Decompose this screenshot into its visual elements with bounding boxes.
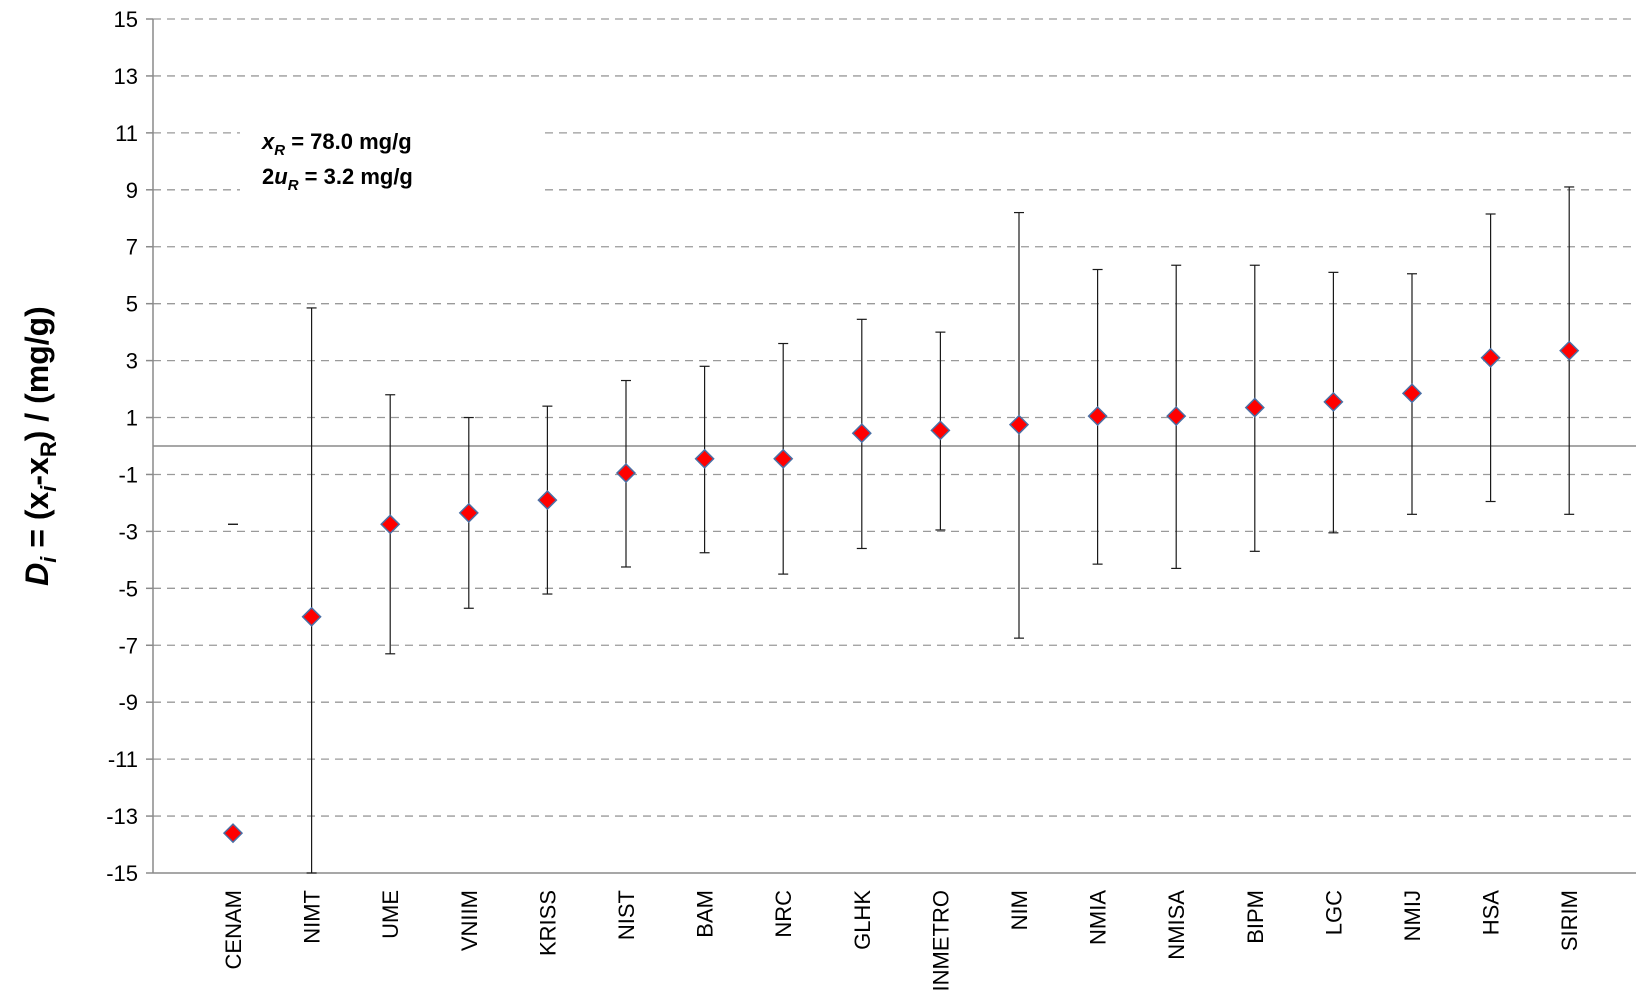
y-tick-label: 11 xyxy=(115,121,138,146)
x-tick-label: LGC xyxy=(1321,890,1346,935)
x-tick-label: BIPM xyxy=(1243,890,1268,944)
annotation-xr: xR = 78.0 mg/g xyxy=(261,129,412,159)
data-point xyxy=(458,502,479,523)
y-tick-label: -5 xyxy=(118,576,138,601)
x-tick-label: NMISA xyxy=(1164,890,1189,960)
data-point xyxy=(1559,340,1580,361)
axis-layer xyxy=(152,19,1636,874)
x-tick-label: GLHK xyxy=(850,890,875,950)
y-tick-label: -9 xyxy=(118,690,138,715)
data-point xyxy=(301,606,322,627)
data-point xyxy=(1166,406,1187,427)
data-point xyxy=(1244,397,1265,418)
x-tick-label: NRC xyxy=(771,890,796,938)
annotation-background xyxy=(240,115,540,195)
y-tick-label: 5 xyxy=(126,292,138,317)
y-tick-label: -15 xyxy=(106,861,138,886)
x-tick-label: VNIIM xyxy=(457,890,482,951)
x-tick-label: KRISS xyxy=(535,890,560,956)
y-tick-label: 15 xyxy=(114,7,138,32)
data-point xyxy=(222,823,244,844)
ylabel-rest: ) / (mg/g) xyxy=(19,306,55,441)
y-tick-label: -3 xyxy=(118,519,138,544)
ytick-layer: 15 13 11 9 7 5 3 1 -1 -3 -5 -7 -9 -11 -13 -15 xyxy=(106,7,153,886)
x-tick-label: NIM xyxy=(1007,890,1032,930)
x-tick-label: NIST xyxy=(614,890,639,940)
y-tick-label: 13 xyxy=(114,64,138,89)
grid-layer xyxy=(153,18,1636,817)
annotation-ur-text: = 3.2 mg/g xyxy=(299,164,413,189)
data-point xyxy=(537,490,558,511)
x-tick-label: INMETRO xyxy=(928,890,953,991)
xtick-layer: CENAM NIMT UME VNIIM KRISS NIST BAM NRC GLHK INME… xyxy=(221,890,1582,992)
y-tick-label: 1 xyxy=(126,406,138,431)
y-tick-label: 3 xyxy=(126,349,138,374)
x-tick-label: CENAM xyxy=(221,890,246,969)
data-point xyxy=(1008,414,1030,435)
y-axis-label: Di = (xi-xR) / (mg/g) xyxy=(19,306,61,586)
y-tick-label: -11 xyxy=(108,747,138,772)
annotation-ur: 2uR = 3.2 mg/g xyxy=(262,164,413,194)
x-tick-label: NMIJ xyxy=(1400,890,1425,941)
annotation-ur-sub: R xyxy=(288,177,299,194)
data-point xyxy=(1401,383,1423,404)
y-tick-label: 9 xyxy=(126,178,138,203)
data-point xyxy=(1480,347,1501,368)
ylabel-d-sub: i xyxy=(36,556,61,563)
x-tick-label: HSA xyxy=(1479,890,1504,936)
x-tick-label: NIMT xyxy=(300,890,325,944)
ylabel-xr-sub: R xyxy=(36,441,61,457)
y-tick-label: -13 xyxy=(106,804,138,829)
y-tick-label: 7 xyxy=(126,235,138,260)
y-tick-label: -7 xyxy=(118,633,138,658)
data-point xyxy=(930,420,951,441)
ylabel-xi-sub: i xyxy=(36,485,61,492)
x-tick-label: SIRIM xyxy=(1557,890,1582,951)
marker-layer xyxy=(222,340,1580,844)
data-point xyxy=(694,448,715,469)
data-point xyxy=(1087,406,1108,427)
annotation-xr-sub: R xyxy=(274,142,285,159)
y-tick-label: -1 xyxy=(118,462,138,487)
annotation-xr-text: = 78.0 mg/g xyxy=(285,129,412,154)
x-tick-label: UME xyxy=(378,890,403,939)
data-point xyxy=(380,514,401,535)
data-point xyxy=(615,462,637,484)
annotation-ur-var: u xyxy=(274,164,288,189)
x-tick-label: NMIA xyxy=(1086,890,1111,945)
errorbar-layer xyxy=(228,186,1575,874)
data-point xyxy=(851,423,872,444)
annotation-xr-var: x xyxy=(261,129,275,154)
ylabel-minus: -x xyxy=(19,457,55,486)
data-point xyxy=(773,448,794,469)
data-point xyxy=(1323,391,1344,412)
ylabel-d: D xyxy=(19,563,55,586)
ylabel-eq: = (x xyxy=(19,491,55,556)
annotation-ur-prefix: 2 xyxy=(262,164,274,189)
x-tick-label: BAM xyxy=(693,890,718,938)
